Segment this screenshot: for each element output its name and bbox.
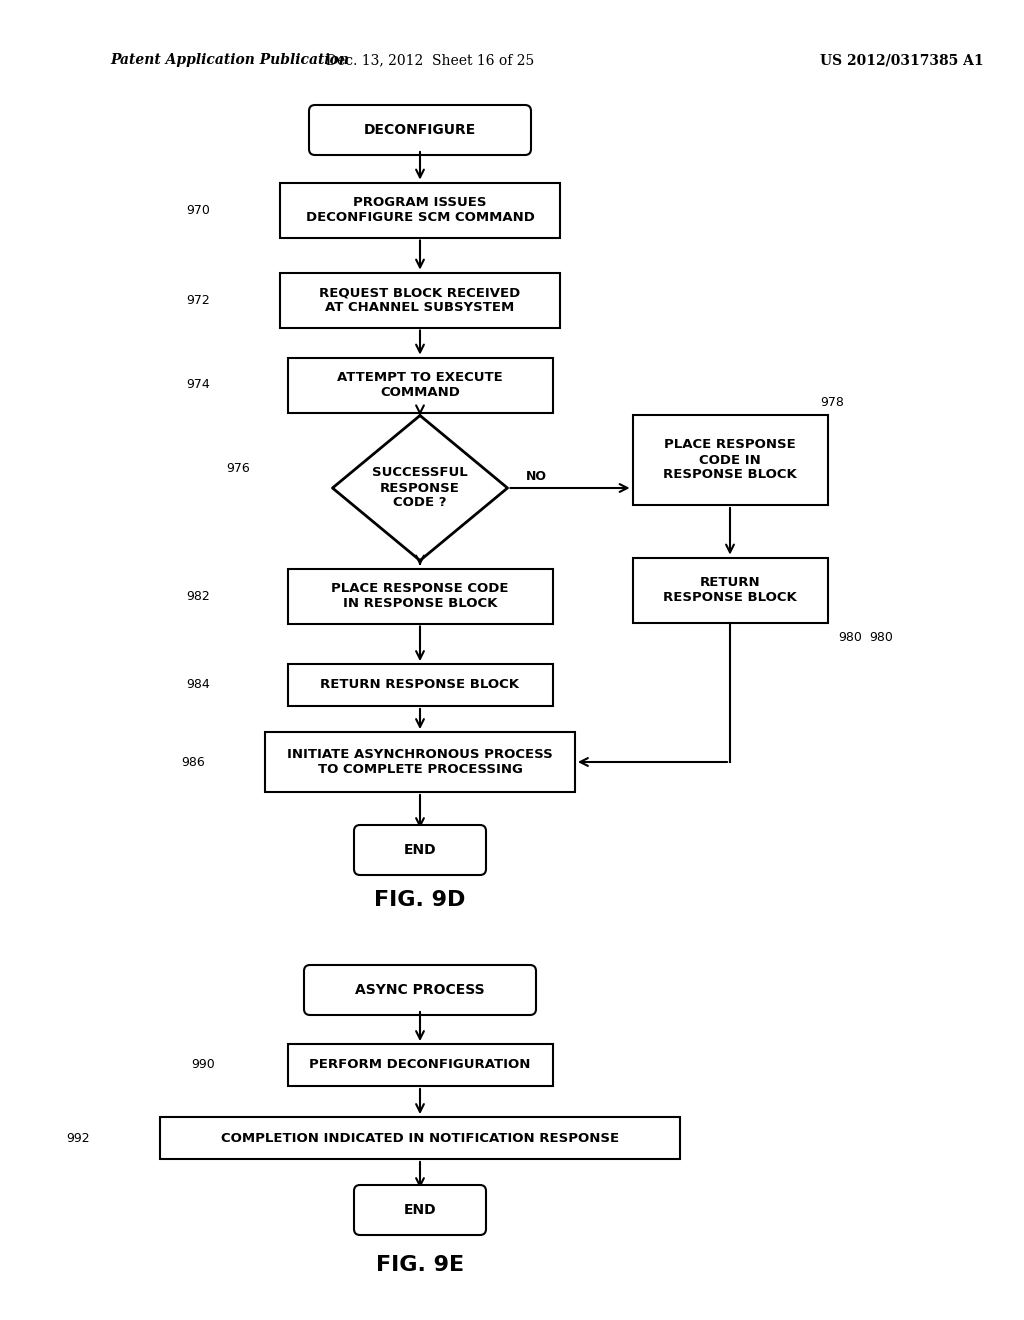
Text: US 2012/0317385 A1: US 2012/0317385 A1 [820, 53, 984, 67]
Bar [633, 557, 827, 623]
Text: END: END [403, 1203, 436, 1217]
Bar [288, 569, 553, 623]
Text: FIG. 9E: FIG. 9E [376, 1255, 464, 1275]
Text: SUCCESSFUL
RESPONSE
CODE ?: SUCCESSFUL RESPONSE CODE ? [372, 466, 468, 510]
Text: FIG. 9D: FIG. 9D [375, 890, 466, 909]
Text: REQUEST BLOCK RECEIVED
AT CHANNEL SUBSYSTEM: REQUEST BLOCK RECEIVED AT CHANNEL SUBSYS… [319, 286, 520, 314]
Polygon shape [333, 416, 508, 561]
Bar [280, 272, 560, 327]
Text: 986: 986 [181, 755, 205, 768]
Text: YES: YES [432, 572, 459, 585]
Bar [288, 1044, 553, 1086]
Bar [288, 358, 553, 412]
Bar [633, 414, 827, 506]
Bar [288, 664, 553, 706]
Text: PLACE RESPONSE
CODE IN
RESPONSE BLOCK: PLACE RESPONSE CODE IN RESPONSE BLOCK [664, 438, 797, 482]
Text: 970: 970 [186, 203, 210, 216]
Text: ATTEMPT TO EXECUTE
COMMAND: ATTEMPT TO EXECUTE COMMAND [337, 371, 503, 399]
Text: INITIATE ASYNCHRONOUS PROCESS
TO COMPLETE PROCESSING: INITIATE ASYNCHRONOUS PROCESS TO COMPLET… [287, 748, 553, 776]
Text: 974: 974 [186, 379, 210, 392]
Text: 982: 982 [186, 590, 210, 602]
Text: PLACE RESPONSE CODE
IN RESPONSE BLOCK: PLACE RESPONSE CODE IN RESPONSE BLOCK [331, 582, 509, 610]
Text: PERFORM DECONFIGURATION: PERFORM DECONFIGURATION [309, 1059, 530, 1072]
Text: RETURN RESPONSE BLOCK: RETURN RESPONSE BLOCK [321, 678, 519, 692]
Text: DECONFIGURE: DECONFIGURE [364, 123, 476, 137]
FancyBboxPatch shape [354, 825, 486, 875]
Text: 976: 976 [226, 462, 250, 474]
Text: 980: 980 [838, 631, 862, 644]
FancyBboxPatch shape [309, 106, 531, 154]
Bar [280, 182, 560, 238]
Text: 984: 984 [186, 678, 210, 692]
Text: END: END [403, 843, 436, 857]
Text: RETURN
RESPONSE BLOCK: RETURN RESPONSE BLOCK [664, 576, 797, 605]
FancyBboxPatch shape [304, 965, 536, 1015]
FancyBboxPatch shape [354, 1185, 486, 1236]
Text: NO: NO [525, 470, 547, 483]
Text: PROGRAM ISSUES
DECONFIGURE SCM COMMAND: PROGRAM ISSUES DECONFIGURE SCM COMMAND [305, 195, 535, 224]
Text: 972: 972 [186, 293, 210, 306]
Text: 978: 978 [820, 396, 844, 409]
Text: Dec. 13, 2012  Sheet 16 of 25: Dec. 13, 2012 Sheet 16 of 25 [326, 53, 535, 67]
Text: 980: 980 [869, 631, 893, 644]
Text: 992: 992 [67, 1131, 90, 1144]
Text: COMPLETION INDICATED IN NOTIFICATION RESPONSE: COMPLETION INDICATED IN NOTIFICATION RES… [221, 1131, 620, 1144]
Text: 990: 990 [191, 1059, 215, 1072]
Text: Patent Application Publication: Patent Application Publication [110, 53, 349, 67]
Bar [265, 733, 575, 792]
Text: ASYNC PROCESS: ASYNC PROCESS [355, 983, 484, 997]
Bar [160, 1117, 680, 1159]
